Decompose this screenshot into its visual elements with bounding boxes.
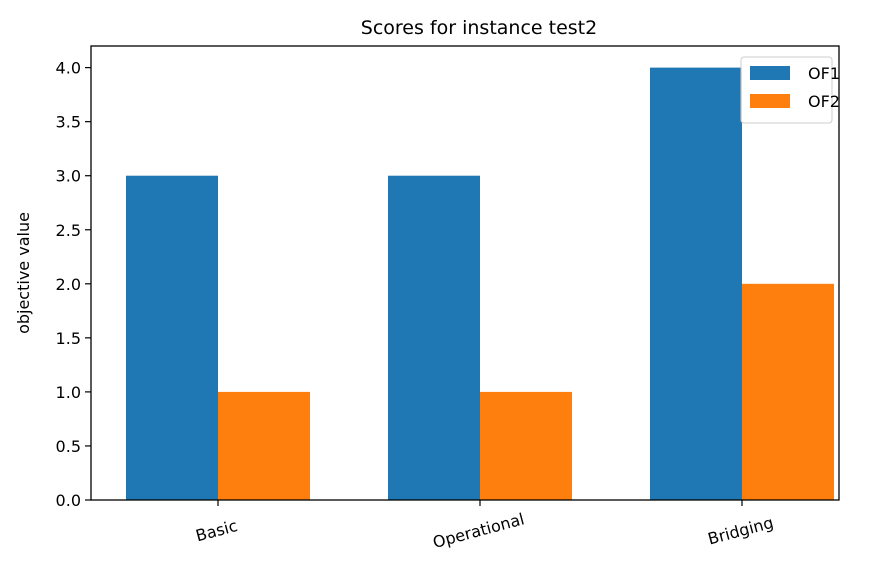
x-tick-label: Basic <box>194 516 240 545</box>
y-tick-label: 3.5 <box>56 113 81 132</box>
bars-group <box>126 67 834 500</box>
legend-swatch-of2 <box>750 94 790 108</box>
bar-of1-bridging <box>650 67 742 500</box>
bar-of2-basic <box>218 391 310 500</box>
y-tick-label: 4.0 <box>56 59 81 78</box>
x-axis-ticks: Basic Operational Bridging <box>194 500 776 552</box>
legend-label-of1: OF1 <box>808 64 840 83</box>
bar-of2-operational <box>480 391 572 500</box>
x-tick-label: Operational <box>431 509 527 552</box>
legend-label-of2: OF2 <box>808 92 840 111</box>
legend-swatch-of1 <box>750 66 790 80</box>
y-tick-label: 1.0 <box>56 383 81 402</box>
y-tick-label: 3.0 <box>56 167 81 186</box>
y-axis-label: objective value <box>14 212 33 334</box>
y-tick-label: 1.5 <box>56 329 81 348</box>
y-tick-label: 0.0 <box>56 491 81 510</box>
bar-of1-basic <box>126 175 218 500</box>
x-tick-label: Bridging <box>706 513 776 549</box>
y-tick-label: 2.0 <box>56 275 81 294</box>
chart-title: Scores for instance test2 <box>361 17 597 39</box>
y-axis-ticks: 0.0 0.5 1.0 1.5 2.0 2.5 3.0 3.5 4.0 <box>56 59 91 510</box>
bar-of1-operational <box>388 175 480 500</box>
plot-frame <box>90 45 840 501</box>
y-tick-label: 2.5 <box>56 221 81 240</box>
y-tick-label: 0.5 <box>56 437 81 456</box>
bar-of2-bridging <box>742 283 834 500</box>
